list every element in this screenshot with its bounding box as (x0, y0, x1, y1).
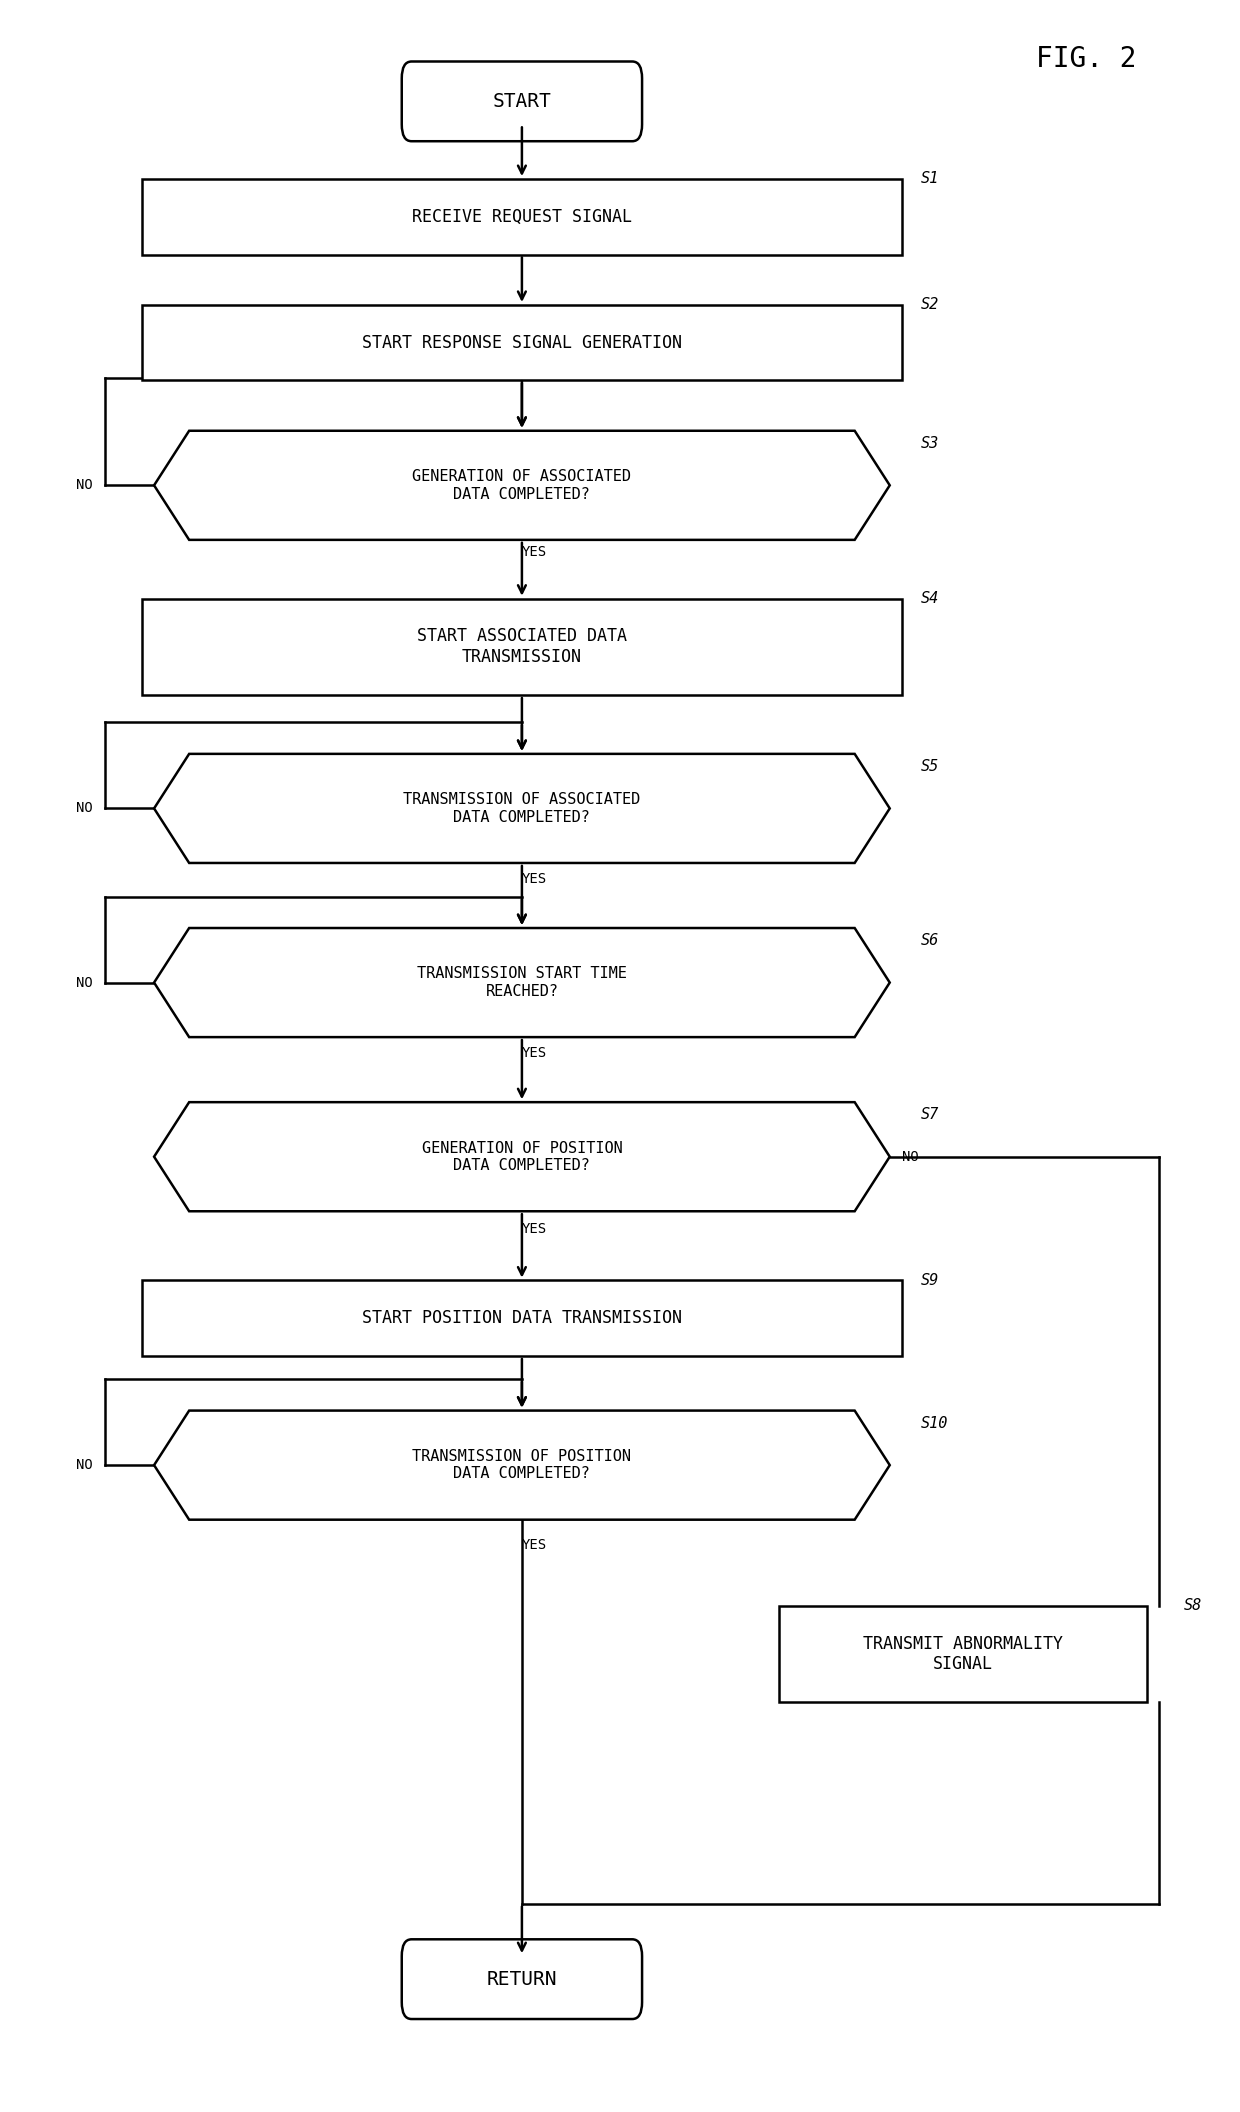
Bar (141, 598, 901, 695)
Text: RETURN: RETURN (486, 1970, 557, 1990)
Polygon shape (154, 754, 890, 864)
FancyBboxPatch shape (402, 61, 642, 142)
Text: S9: S9 (920, 1274, 939, 1288)
Text: START ASSOCIATED DATA
TRANSMISSION: START ASSOCIATED DATA TRANSMISSION (417, 627, 627, 665)
Text: YES: YES (522, 1045, 547, 1060)
Text: YES: YES (522, 1223, 547, 1236)
Bar (141, 180, 901, 256)
Text: RECEIVE REQUEST SIGNAL: RECEIVE REQUEST SIGNAL (412, 207, 632, 226)
Text: S5: S5 (920, 758, 939, 773)
Text: S10: S10 (920, 1415, 947, 1430)
FancyBboxPatch shape (402, 1939, 642, 2019)
Text: NO: NO (901, 1149, 919, 1164)
Text: GENERATION OF POSITION
DATA COMPLETED?: GENERATION OF POSITION DATA COMPLETED? (422, 1140, 622, 1172)
Text: S2: S2 (920, 298, 939, 313)
Text: TRANSMISSION START TIME
REACHED?: TRANSMISSION START TIME REACHED? (417, 967, 627, 999)
Text: NO: NO (76, 1457, 93, 1472)
Polygon shape (154, 1102, 890, 1212)
Text: YES: YES (522, 872, 547, 885)
Text: S7: S7 (920, 1107, 939, 1121)
Bar (141, 1280, 901, 1356)
Text: NO: NO (76, 976, 93, 991)
Text: S1: S1 (920, 171, 939, 186)
Polygon shape (154, 1411, 890, 1521)
Text: S8: S8 (1184, 1599, 1203, 1614)
Text: YES: YES (522, 545, 547, 560)
Text: START POSITION DATA TRANSMISSION: START POSITION DATA TRANSMISSION (362, 1309, 682, 1326)
Text: YES: YES (522, 1538, 547, 1552)
Text: TRANSMIT ABNORMALITY
SIGNAL: TRANSMIT ABNORMALITY SIGNAL (863, 1635, 1064, 1673)
Polygon shape (154, 431, 890, 541)
Text: START RESPONSE SIGNAL GENERATION: START RESPONSE SIGNAL GENERATION (362, 334, 682, 351)
Text: START: START (492, 91, 552, 110)
Text: NO: NO (76, 477, 93, 492)
Bar (141, 304, 901, 380)
Text: TRANSMISSION OF ASSOCIATED
DATA COMPLETED?: TRANSMISSION OF ASSOCIATED DATA COMPLETE… (403, 792, 641, 824)
Text: NO: NO (76, 800, 93, 815)
Text: S6: S6 (920, 934, 939, 948)
Text: TRANSMISSION OF POSITION
DATA COMPLETED?: TRANSMISSION OF POSITION DATA COMPLETED? (413, 1449, 631, 1481)
Text: S4: S4 (920, 591, 939, 606)
Text: GENERATION OF ASSOCIATED
DATA COMPLETED?: GENERATION OF ASSOCIATED DATA COMPLETED? (413, 469, 631, 501)
Polygon shape (154, 927, 890, 1037)
Text: S3: S3 (920, 435, 939, 450)
Bar (780, 1605, 1147, 1702)
Text: FIG. 2: FIG. 2 (1035, 44, 1136, 72)
